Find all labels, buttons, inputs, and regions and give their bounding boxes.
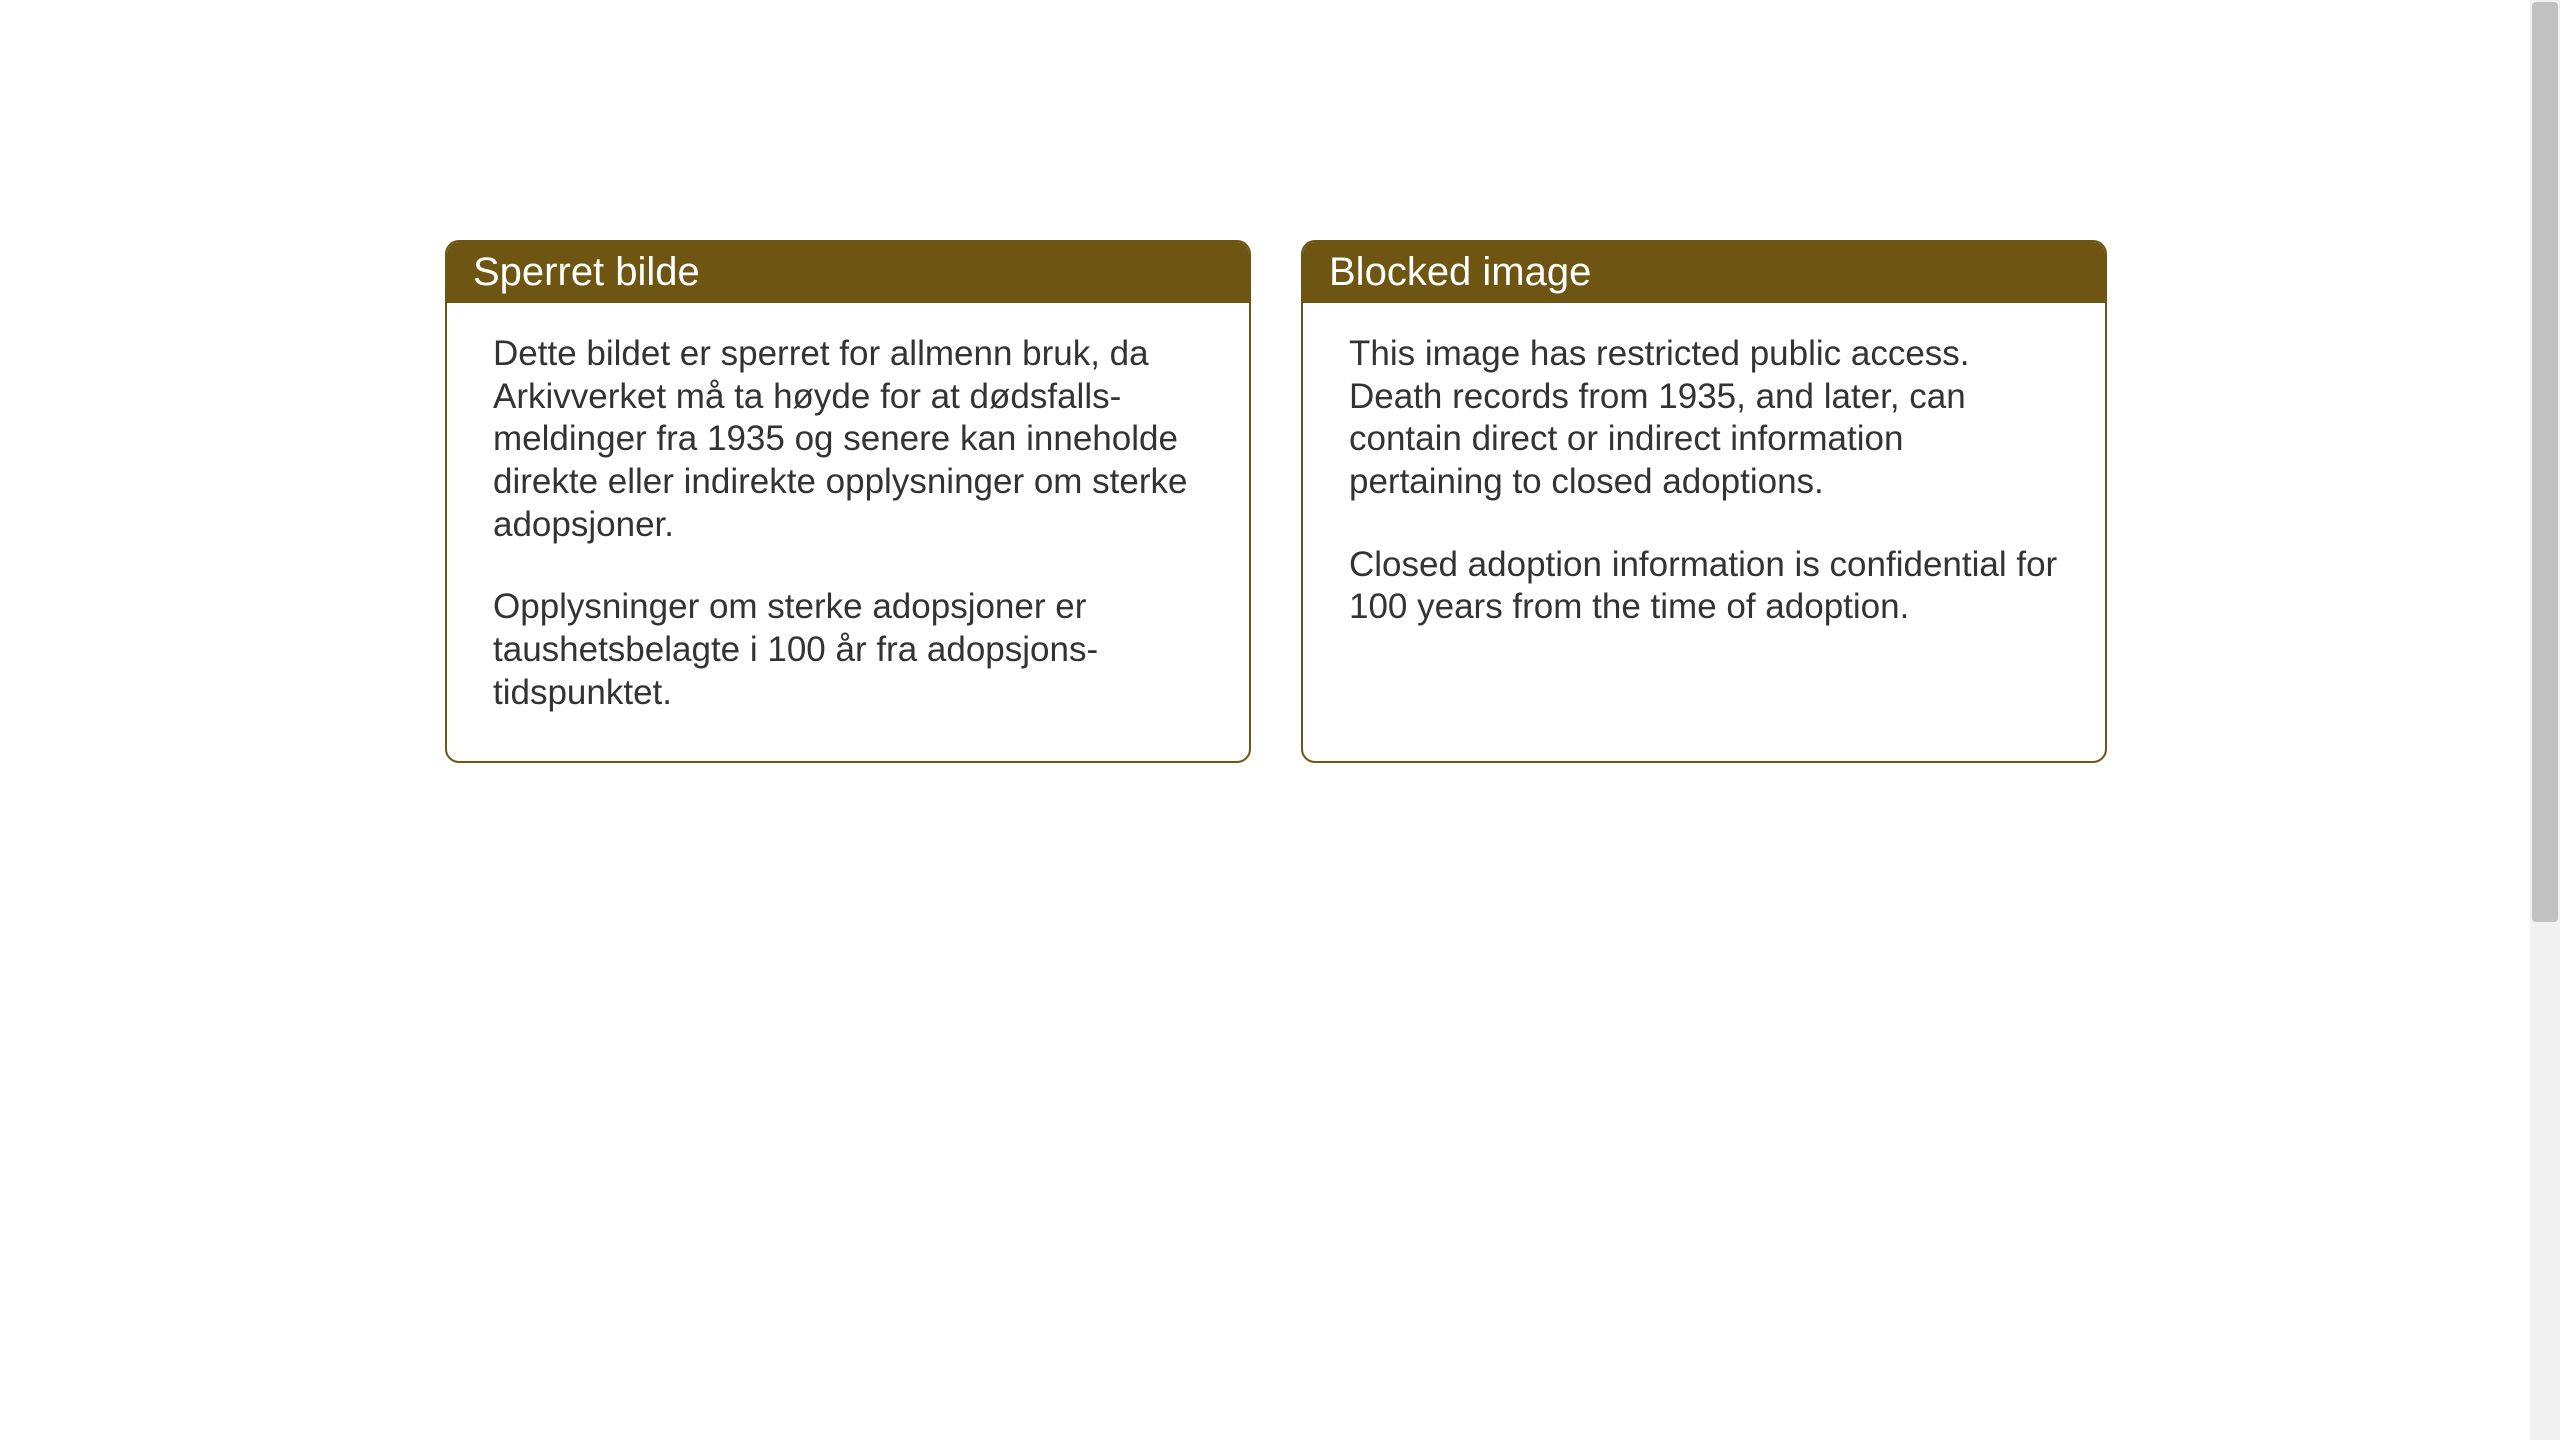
notice-text-en-p2: Closed adoption information is confident… [1349,544,2059,629]
notice-card-english: Blocked image This image has restricted … [1301,240,2107,763]
notice-card-norwegian: Sperret bilde Dette bildet er sperret fo… [445,240,1251,763]
notice-container: Sperret bilde Dette bildet er sperret fo… [445,240,2107,763]
notice-header-english: Blocked image [1303,242,2105,303]
notice-text-no-p1: Dette bildet er sperret for allmenn bruk… [493,333,1203,546]
notice-body-english: This image has restricted public access.… [1303,303,2105,675]
notice-text-en-p1: This image has restricted public access.… [1349,333,2059,504]
notice-header-norwegian: Sperret bilde [447,242,1249,303]
scrollbar-track[interactable] [2530,0,2560,1440]
notice-body-norwegian: Dette bildet er sperret for allmenn bruk… [447,303,1249,761]
scrollbar-thumb[interactable] [2532,2,2558,922]
notice-text-no-p2: Opplysninger om sterke adopsjoner er tau… [493,586,1203,714]
